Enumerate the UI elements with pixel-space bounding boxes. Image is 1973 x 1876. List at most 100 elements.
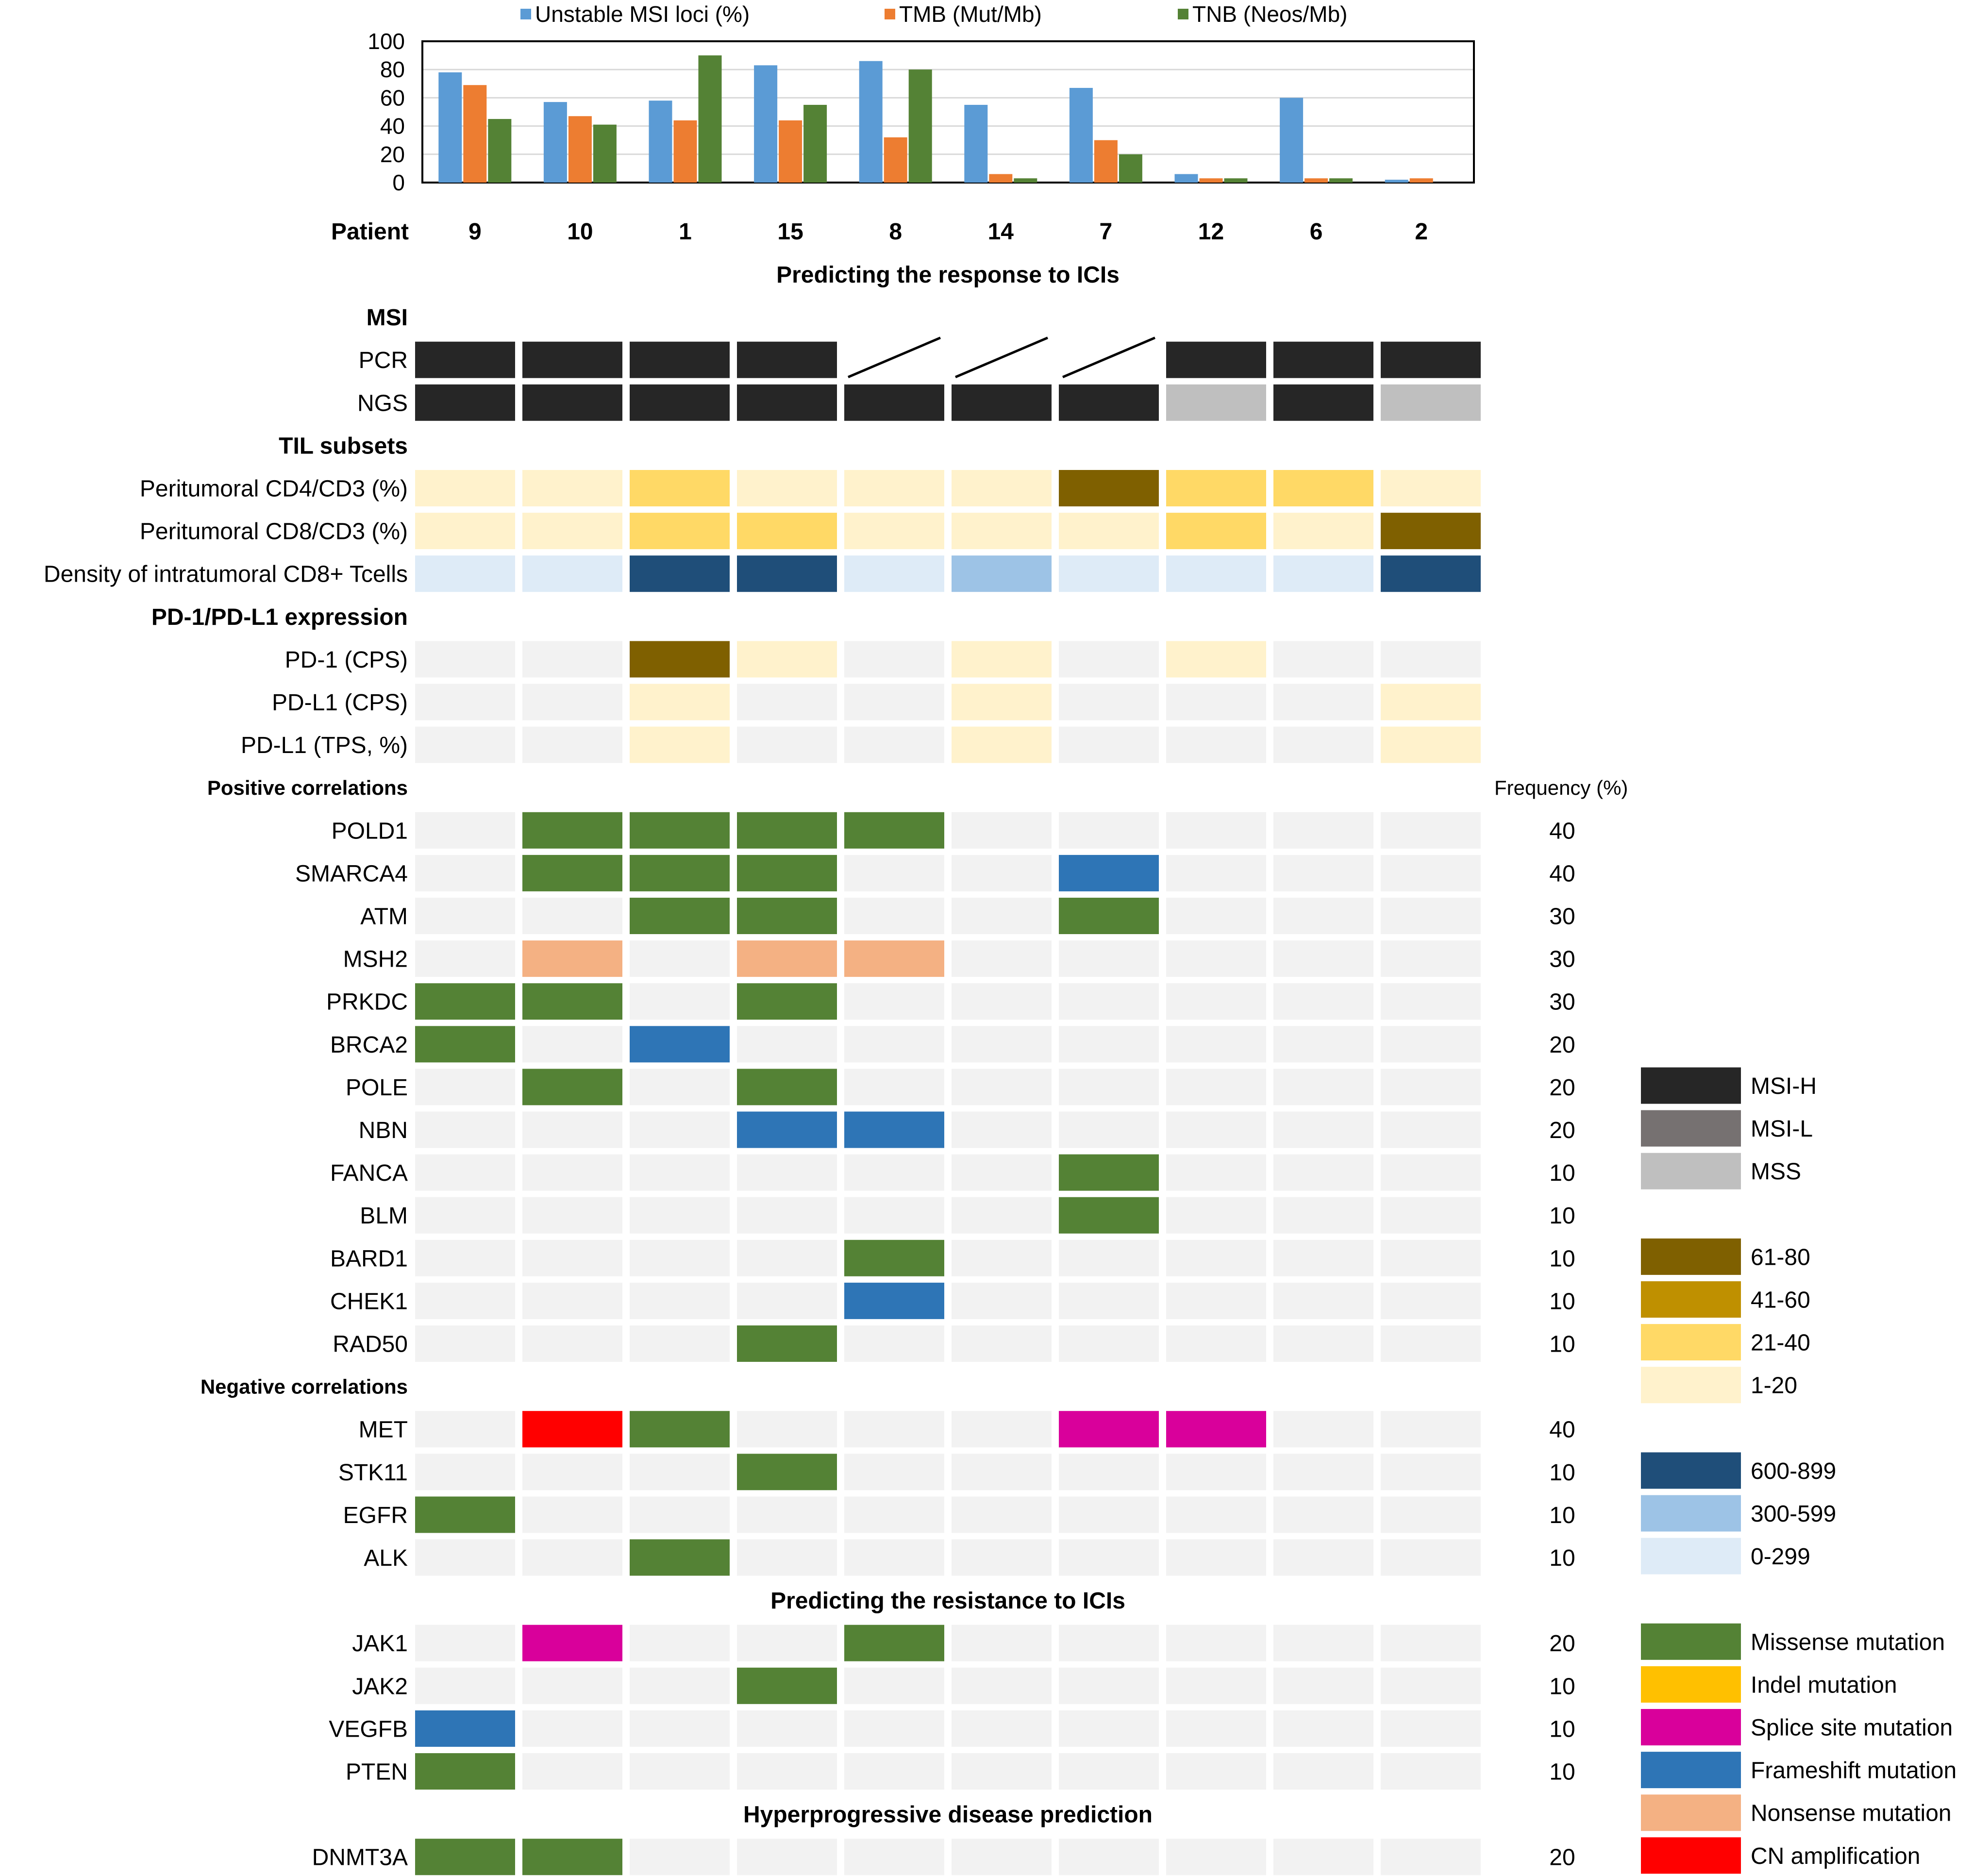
frequency-value: 20 xyxy=(1549,1845,1575,1871)
heatmap-cell xyxy=(952,1710,1052,1747)
heatmap-cell xyxy=(952,513,1052,550)
heatmap-cell xyxy=(1059,1496,1159,1533)
heatmap-cell xyxy=(1381,1325,1481,1362)
heatmap-cell xyxy=(522,1111,622,1148)
heatmap-cell xyxy=(630,940,730,977)
heatmap-cell xyxy=(415,726,515,763)
legend-key-label: 0-299 xyxy=(1751,1544,1810,1570)
heatmap-cell xyxy=(1059,641,1159,678)
heatmap-cell xyxy=(522,812,622,849)
bar xyxy=(1280,98,1304,183)
legend-swatch xyxy=(1641,1367,1741,1404)
legend-key-label: 600-899 xyxy=(1751,1458,1836,1484)
legend-swatch xyxy=(1641,1110,1741,1147)
heatmap-cell xyxy=(1059,1026,1159,1063)
heatmap-cell xyxy=(952,1839,1052,1876)
heatmap-cell xyxy=(522,555,622,592)
bar xyxy=(1069,88,1093,183)
heatmap-cell xyxy=(630,470,730,506)
legend-key-label: MSI-L xyxy=(1751,1116,1813,1142)
heatmap-cell xyxy=(1273,1454,1373,1491)
heatmap-cell xyxy=(1381,1069,1481,1106)
heatmap-cell xyxy=(1381,513,1481,550)
heatmap-cell xyxy=(737,1411,837,1448)
heatmap-cell xyxy=(630,1282,730,1319)
heatmap-cell xyxy=(415,1197,515,1234)
heatmap-cell xyxy=(1273,940,1373,977)
heatmap-cell xyxy=(737,341,837,378)
heatmap-cell xyxy=(1166,1839,1266,1876)
heatmap-cell xyxy=(844,1454,944,1491)
heatmap-cell xyxy=(415,1154,515,1191)
legend-swatch xyxy=(1641,1153,1741,1189)
heatmap-cell xyxy=(737,1710,837,1747)
heatmap-cell xyxy=(522,1539,622,1576)
legend-swatch xyxy=(1641,1495,1741,1532)
frequency-value: 10 xyxy=(1549,1674,1575,1699)
heatmap-cell xyxy=(844,898,944,934)
heatmap-cell xyxy=(522,470,622,506)
heatmap-cell xyxy=(522,513,622,550)
heatmap-cell xyxy=(630,1839,730,1876)
frequency-header: Frequency (%) xyxy=(1494,776,1628,799)
row-label: NBN xyxy=(359,1118,408,1143)
heatmap-cell xyxy=(952,726,1052,763)
not-tested-slash xyxy=(1062,336,1155,378)
heatmap-cell xyxy=(952,812,1052,849)
bar xyxy=(698,55,722,183)
row-label: ATM xyxy=(360,904,408,930)
heatmap-cell xyxy=(1166,384,1266,421)
heatmap-cell xyxy=(522,1240,622,1276)
heatmap-cell xyxy=(630,1197,730,1234)
heatmap-cell xyxy=(737,1839,837,1876)
heatmap-cell xyxy=(522,1325,622,1362)
row-label: JAK2 xyxy=(352,1674,408,1699)
heatmap-grid: Predicting the response to ICIs MSI PCR NGS… xyxy=(44,262,1628,1876)
heatmap-cell xyxy=(415,1625,515,1661)
heatmap-cell xyxy=(1059,1411,1159,1448)
bar xyxy=(1174,174,1198,183)
heatmap-cell xyxy=(844,384,944,421)
heatmap-cell xyxy=(844,684,944,720)
frequency-value: 10 xyxy=(1549,1503,1575,1528)
heatmap-cell xyxy=(1273,1710,1373,1747)
heatmap-cell xyxy=(1273,1154,1373,1191)
heatmap-cell xyxy=(415,1753,515,1790)
heatmap-cell xyxy=(1381,983,1481,1020)
bar xyxy=(593,124,617,183)
frequency-value: 30 xyxy=(1549,904,1575,930)
heatmap-cell xyxy=(1381,555,1481,592)
patient-label: 1 xyxy=(679,219,692,245)
heatmap-cell xyxy=(1059,1282,1159,1319)
heatmap-cell xyxy=(1059,470,1159,506)
legend-swatch xyxy=(1641,1709,1741,1745)
heatmap-cell xyxy=(630,898,730,934)
bar xyxy=(1224,178,1248,183)
heatmap-cell xyxy=(1166,1026,1266,1063)
heatmap-cell xyxy=(844,641,944,678)
frequency-value: 10 xyxy=(1549,1160,1575,1186)
heatmap-cell xyxy=(844,470,944,506)
heatmap-cell xyxy=(952,1539,1052,1576)
heatmap-cell xyxy=(522,341,622,378)
row-label: PD-1 (CPS) xyxy=(285,647,408,673)
heatmap-cell xyxy=(1166,726,1266,763)
heatmap-cell xyxy=(1166,1282,1266,1319)
heatmap-cell xyxy=(522,1710,622,1747)
heatmap-cell xyxy=(522,1454,622,1491)
heatmap-cell xyxy=(1166,940,1266,977)
legend-label: TMB (Mut/Mb) xyxy=(899,1,1042,27)
heatmap-cell xyxy=(1166,1197,1266,1234)
bar xyxy=(463,85,487,183)
row-label: Peritumoral CD8/CD3 (%) xyxy=(140,519,408,545)
patient-label: 6 xyxy=(1310,219,1323,245)
heatmap-cell xyxy=(1273,812,1373,849)
heatmap-cell xyxy=(952,1282,1052,1319)
heatmap-cell xyxy=(844,1839,944,1876)
heatmap-cell xyxy=(1381,1753,1481,1790)
heatmap-cell xyxy=(415,470,515,506)
heatmap-cell xyxy=(522,1411,622,1448)
heatmap-cell xyxy=(630,341,730,378)
heatmap-cell xyxy=(1059,1154,1159,1191)
